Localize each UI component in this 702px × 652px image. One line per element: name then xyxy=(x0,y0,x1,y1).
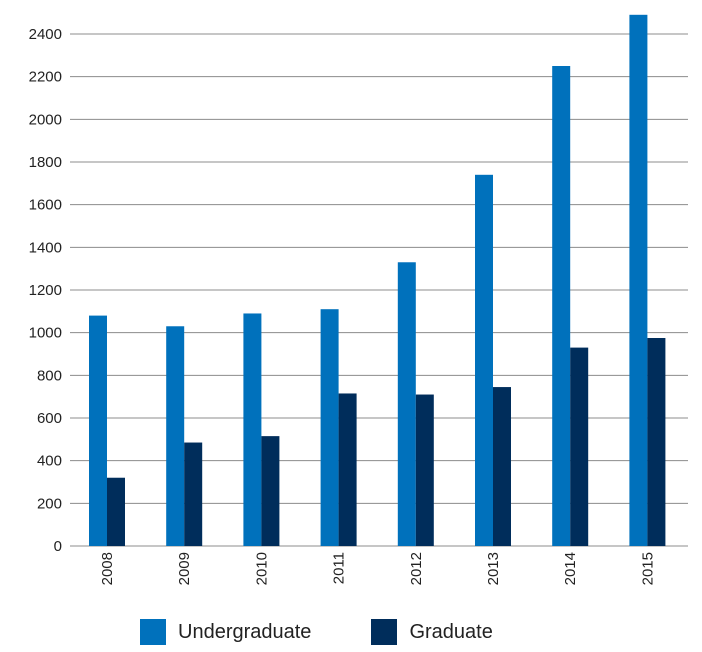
bar-graduate-2009 xyxy=(184,442,203,546)
x-tick-label: 2009 xyxy=(176,552,193,585)
bar-graduate-2011 xyxy=(338,393,357,546)
bar-graduate-2014 xyxy=(570,347,589,546)
bar-undergraduate-2015 xyxy=(629,14,648,547)
y-tick-label: 1600 xyxy=(29,197,62,214)
x-tick-label: 2008 xyxy=(99,552,116,585)
legend: Undergraduate Graduate xyxy=(140,619,553,645)
bar-undergraduate-2009 xyxy=(166,326,185,546)
legend-label-graduate: Graduate xyxy=(409,620,493,643)
x-tick-label: 2014 xyxy=(562,552,579,585)
bar-undergraduate-2012 xyxy=(397,262,416,546)
gridlines xyxy=(70,33,688,547)
x-tick-label: 2010 xyxy=(253,552,270,585)
legend-swatch-undergraduate xyxy=(140,619,166,645)
y-tick-label: 200 xyxy=(37,495,62,512)
x-tick-label: 2013 xyxy=(485,552,502,585)
bar-undergraduate-2010 xyxy=(243,313,262,546)
y-axis-tick-labels: 0 200 400 600 800 1000 1200 1400 1600 1800 2000 220… xyxy=(29,26,62,555)
x-tick-label: 2015 xyxy=(639,552,656,585)
y-tick-label: 800 xyxy=(37,367,62,384)
x-tick-label: 2011 xyxy=(331,552,348,584)
legend-swatch-graduate xyxy=(371,619,398,645)
y-tick-label: 2000 xyxy=(29,111,62,128)
legend-item-graduate: Graduate xyxy=(371,619,493,645)
y-tick-label: 400 xyxy=(37,453,62,470)
y-tick-label: 1000 xyxy=(29,325,62,342)
bars xyxy=(89,14,666,547)
bar-graduate-2010 xyxy=(261,436,280,546)
bar-undergraduate-2011 xyxy=(320,309,339,546)
bar-undergraduate-2008 xyxy=(89,315,107,546)
x-tick-label: 2012 xyxy=(408,552,425,585)
x-axis-tick-labels: 2008 2009 2010 2011 2012 2013 2014 2015 xyxy=(99,552,656,585)
bar-graduate-2008 xyxy=(107,477,125,546)
y-tick-label: 1400 xyxy=(29,239,62,256)
bar-chart: 0 200 400 600 800 1000 1200 1400 1600 1800 2000 220… xyxy=(29,14,688,585)
bar-graduate-2012 xyxy=(415,394,434,546)
legend-item-undergraduate: Undergraduate xyxy=(140,619,311,645)
bar-undergraduate-2014 xyxy=(552,66,571,546)
y-tick-label: 600 xyxy=(37,410,62,427)
y-tick-label: 1200 xyxy=(29,282,62,299)
y-tick-label: 2400 xyxy=(29,26,62,43)
legend-label-undergraduate: Undergraduate xyxy=(178,620,312,643)
y-tick-label: 1800 xyxy=(29,154,62,171)
bar-undergraduate-2013 xyxy=(475,174,493,547)
bar-graduate-2015 xyxy=(647,338,666,546)
y-tick-label: 2200 xyxy=(29,69,62,86)
y-tick-label: 0 xyxy=(54,538,62,555)
bar-graduate-2013 xyxy=(493,387,511,546)
